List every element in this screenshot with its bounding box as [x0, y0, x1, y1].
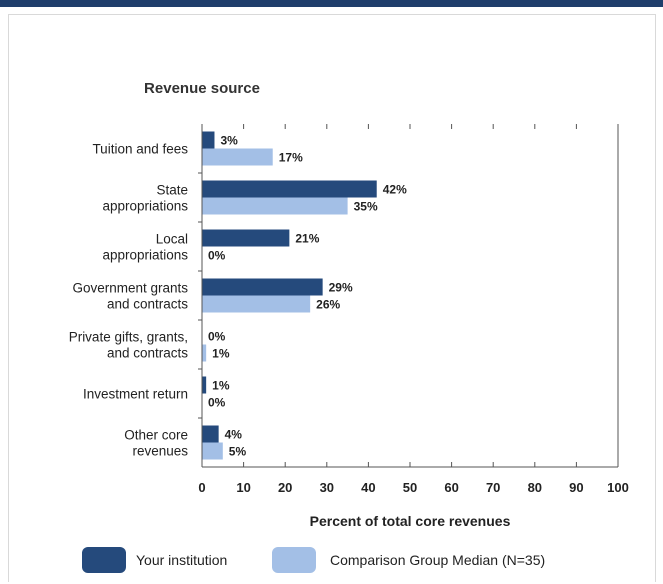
chart-panel — [8, 14, 656, 582]
category-label: Other core — [124, 428, 188, 443]
x-tick-label: 30 — [320, 480, 334, 495]
bar-comparison-median — [202, 148, 273, 166]
data-label: 21% — [295, 232, 319, 246]
category-label: Private gifts, grants, — [69, 330, 188, 345]
category-label: State — [156, 183, 188, 198]
x-tick-label: 20 — [278, 480, 292, 495]
category-label: Government grants — [72, 281, 188, 296]
data-label: 5% — [229, 445, 247, 459]
bar-your-institution — [202, 425, 219, 443]
category-label: Investment return — [83, 387, 188, 402]
legend-swatch-your-institution — [82, 547, 126, 573]
data-label: 26% — [316, 298, 340, 312]
x-tick-label: 90 — [569, 480, 583, 495]
x-tick-label: 80 — [528, 480, 542, 495]
data-label: 4% — [225, 428, 243, 442]
bar-your-institution — [202, 376, 207, 394]
legend-label: Comparison Group Median (N=35) — [330, 552, 545, 568]
chart-title: Revenue source — [144, 80, 260, 97]
bar-your-institution — [202, 131, 215, 149]
category-label: Local — [156, 232, 188, 247]
legend-label: Your institution — [136, 552, 227, 568]
bar-comparison-median — [202, 442, 223, 460]
data-label: 0% — [208, 396, 226, 410]
bar-your-institution — [202, 180, 377, 198]
top-accent-bar — [0, 0, 663, 7]
category-label: and contracts — [107, 346, 188, 361]
category-label: Tuition and fees — [92, 142, 188, 157]
data-label: 0% — [208, 330, 226, 344]
x-tick-label: 40 — [361, 480, 375, 495]
x-axis-title: Percent of total core revenues — [310, 513, 511, 529]
category-label: revenues — [132, 444, 188, 459]
bar-comparison-median — [202, 344, 207, 362]
x-tick-label: 100 — [607, 480, 629, 495]
data-label: 1% — [212, 379, 230, 393]
category-label: and contracts — [107, 297, 188, 312]
bar-your-institution — [202, 229, 290, 247]
x-tick-label: 10 — [236, 480, 250, 495]
category-label: appropriations — [102, 248, 188, 263]
x-tick-label: 70 — [486, 480, 500, 495]
data-label: 17% — [279, 151, 303, 165]
legend-swatch-comparison-median — [272, 547, 316, 573]
category-label: appropriations — [102, 199, 188, 214]
bar-your-institution — [202, 278, 323, 296]
bar-comparison-median — [202, 197, 348, 215]
x-tick-label: 50 — [403, 480, 417, 495]
data-label: 42% — [383, 183, 407, 197]
data-label: 0% — [208, 249, 226, 263]
data-label: 3% — [220, 134, 238, 148]
bar-comparison-median — [202, 295, 311, 313]
data-label: 1% — [212, 347, 230, 361]
data-label: 29% — [329, 281, 353, 295]
data-label: 35% — [354, 200, 378, 214]
x-tick-label: 0 — [198, 480, 205, 495]
x-tick-label: 60 — [444, 480, 458, 495]
